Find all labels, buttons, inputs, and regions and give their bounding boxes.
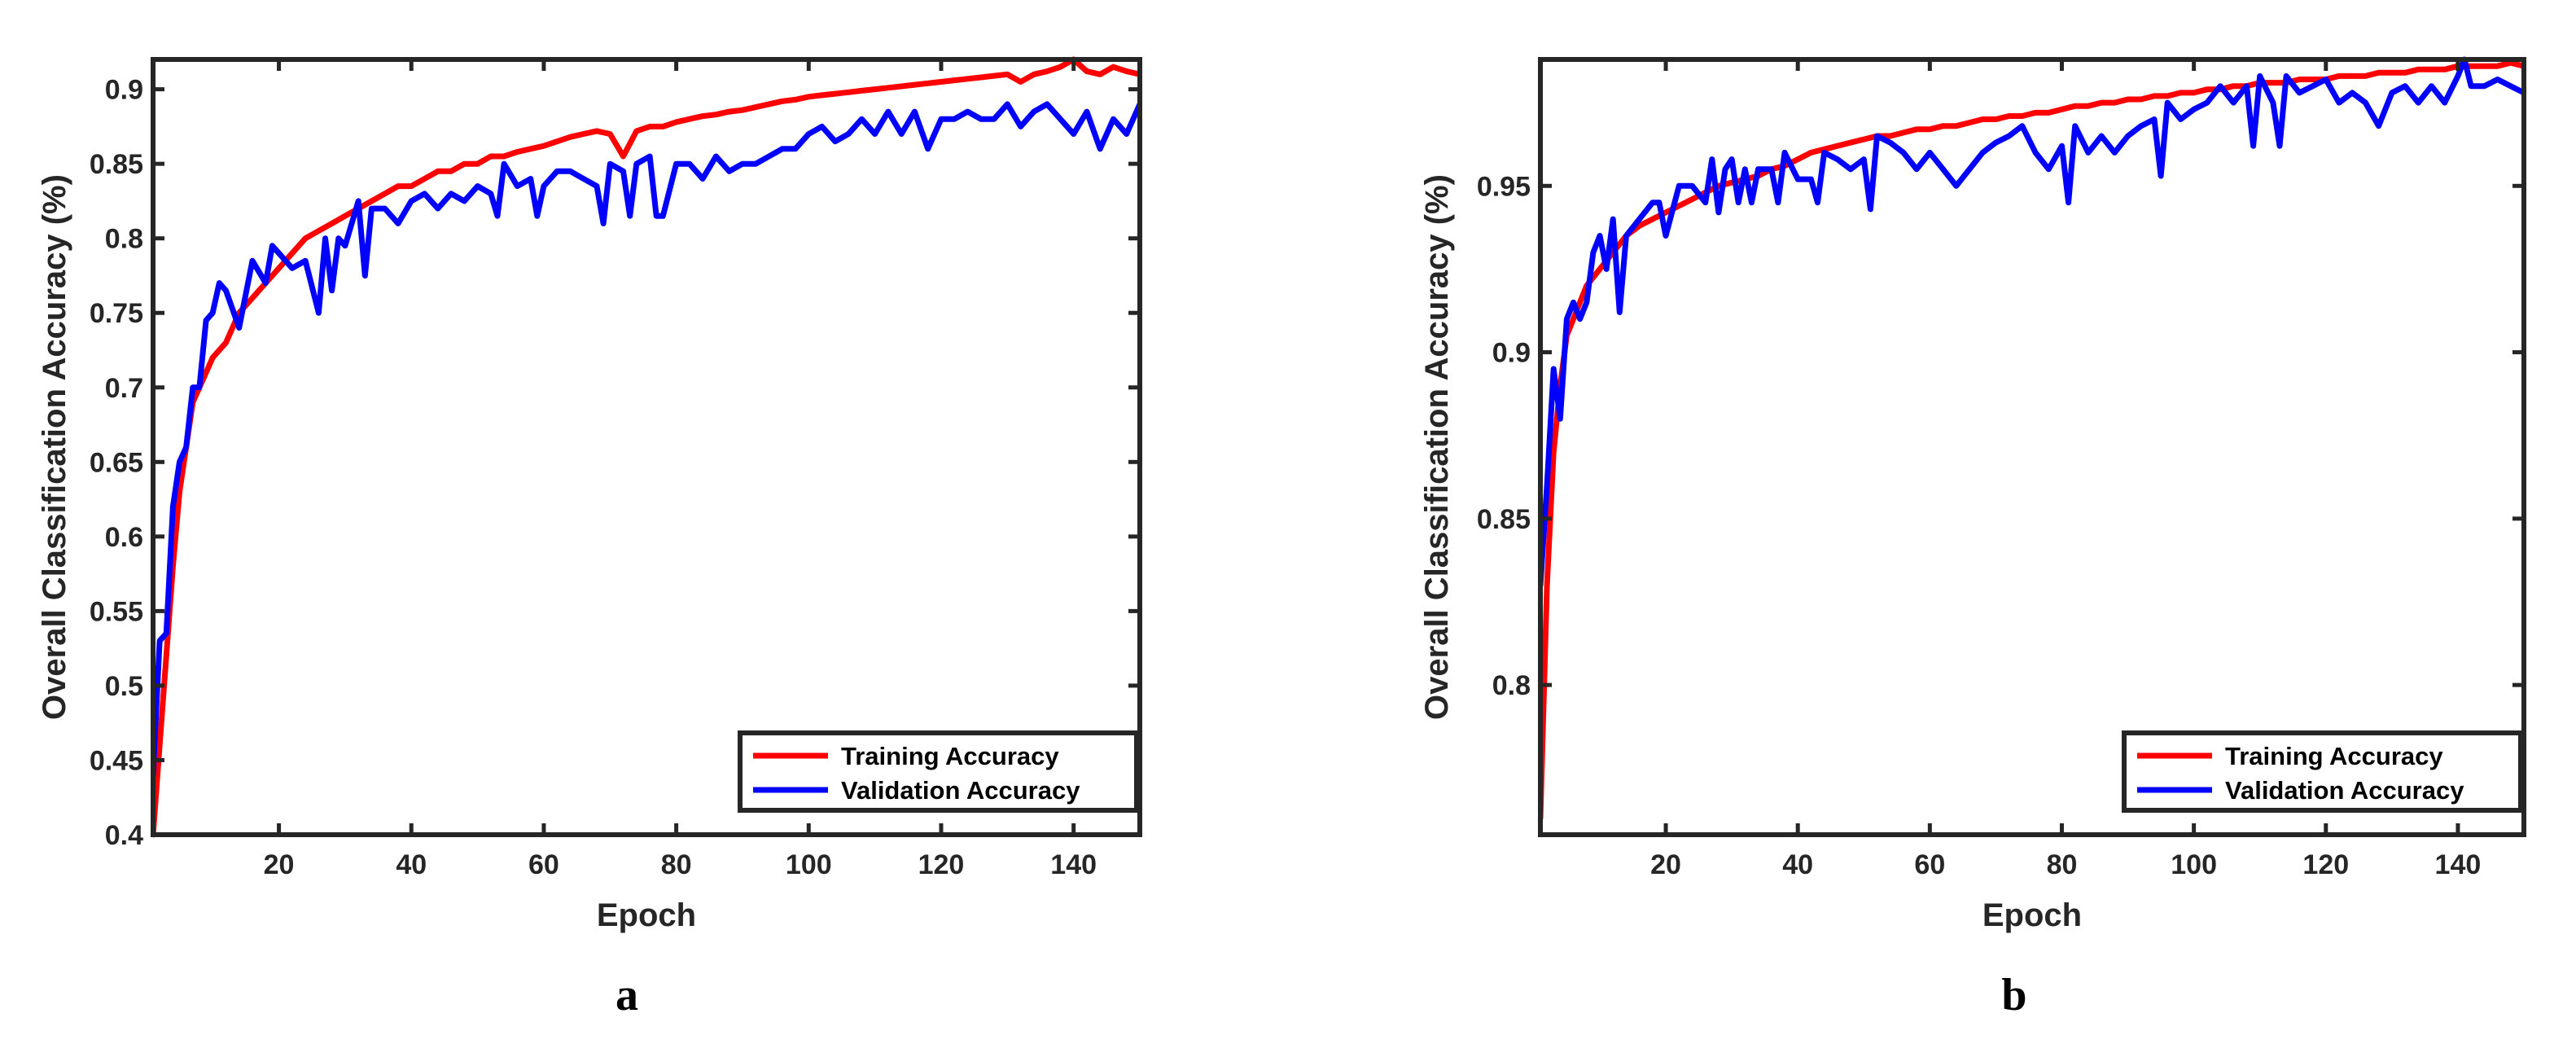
y-tick-label: 0.85 <box>1477 504 1531 535</box>
plot-area <box>1540 59 2524 835</box>
x-tick-label: 140 <box>2435 849 2482 880</box>
legend: Training Accuracy Validation Accuracy <box>738 730 1139 813</box>
x-tick-label: 100 <box>2171 849 2217 880</box>
y-tick-label: 0.7 <box>105 373 143 404</box>
x-tick-label: 40 <box>1782 849 1813 880</box>
y-tick-label: 0.45 <box>90 745 143 776</box>
chart-panel-a: 20 40 60 80 100 120 140 0.4 0.45 0.5 0.55 0.6 0.65 0.… <box>37 56 1142 1020</box>
series-group <box>1540 56 2524 822</box>
x-tick-label: 120 <box>918 849 965 880</box>
legend-box <box>2122 730 2523 813</box>
legend-box <box>738 730 1139 813</box>
y-tick-label: 0.6 <box>105 522 143 553</box>
x-tick-label: 100 <box>786 849 832 880</box>
y-axis-title: Overall Classification Accuracy (%) <box>37 174 72 720</box>
x-tick-label: 140 <box>1050 849 1097 880</box>
x-tick-label: 20 <box>264 849 295 880</box>
x-tick-label: 60 <box>528 849 559 880</box>
x-tick-label: 120 <box>2302 849 2349 880</box>
axes-box <box>1538 57 2526 837</box>
y-tick-label: 0.65 <box>90 447 143 478</box>
series-line-validation-accuracy <box>1540 56 2524 589</box>
y-tick-label: 0.8 <box>1492 670 1531 701</box>
legend-label: Training Accuracy <box>841 742 1059 770</box>
y-axis-title: Overall Classification Accuracy (%) <box>1419 174 1455 720</box>
panel-label: b <box>2001 970 2026 1020</box>
y-tick-label: 0.4 <box>105 820 143 851</box>
x-tick-label: 40 <box>396 849 427 880</box>
x-tick-label: 20 <box>1650 849 1681 880</box>
series-group <box>153 56 1140 838</box>
y-tick-label: 0.5 <box>105 671 143 702</box>
y-tick-label: 0.9 <box>1492 338 1531 369</box>
series-line-validation-accuracy <box>153 101 1140 779</box>
y-tick-label: 0.8 <box>105 224 143 255</box>
x-tick-label: 80 <box>661 849 692 880</box>
y-tick-label: 0.85 <box>90 149 143 180</box>
panel-label: a <box>616 970 638 1020</box>
series-line-training-accuracy <box>1540 59 2524 822</box>
legend-label: Validation Accuracy <box>841 776 1080 805</box>
plot-area <box>153 59 1140 835</box>
x-axis-title: Epoch <box>1982 897 2082 933</box>
x-tick-label: 80 <box>2047 849 2078 880</box>
legend-label: Training Accuracy <box>2225 742 2443 770</box>
legend-label: Validation Accuracy <box>2225 776 2464 805</box>
y-tick-label: 0.75 <box>90 298 143 329</box>
y-tick-label: 0.95 <box>1477 171 1531 202</box>
axes-box <box>151 57 1142 837</box>
y-tick-label: 0.55 <box>90 596 143 627</box>
x-axis-title: Epoch <box>597 897 696 933</box>
chart-panel-b: 20 40 60 80 100 120 140 0.8 0.85 0.9 0.95 Epoch Over… <box>1419 56 2526 1020</box>
legend: Training Accuracy Validation Accuracy <box>2122 730 2523 813</box>
y-tick-label: 0.9 <box>105 75 143 106</box>
x-tick-label: 60 <box>1914 849 1945 880</box>
